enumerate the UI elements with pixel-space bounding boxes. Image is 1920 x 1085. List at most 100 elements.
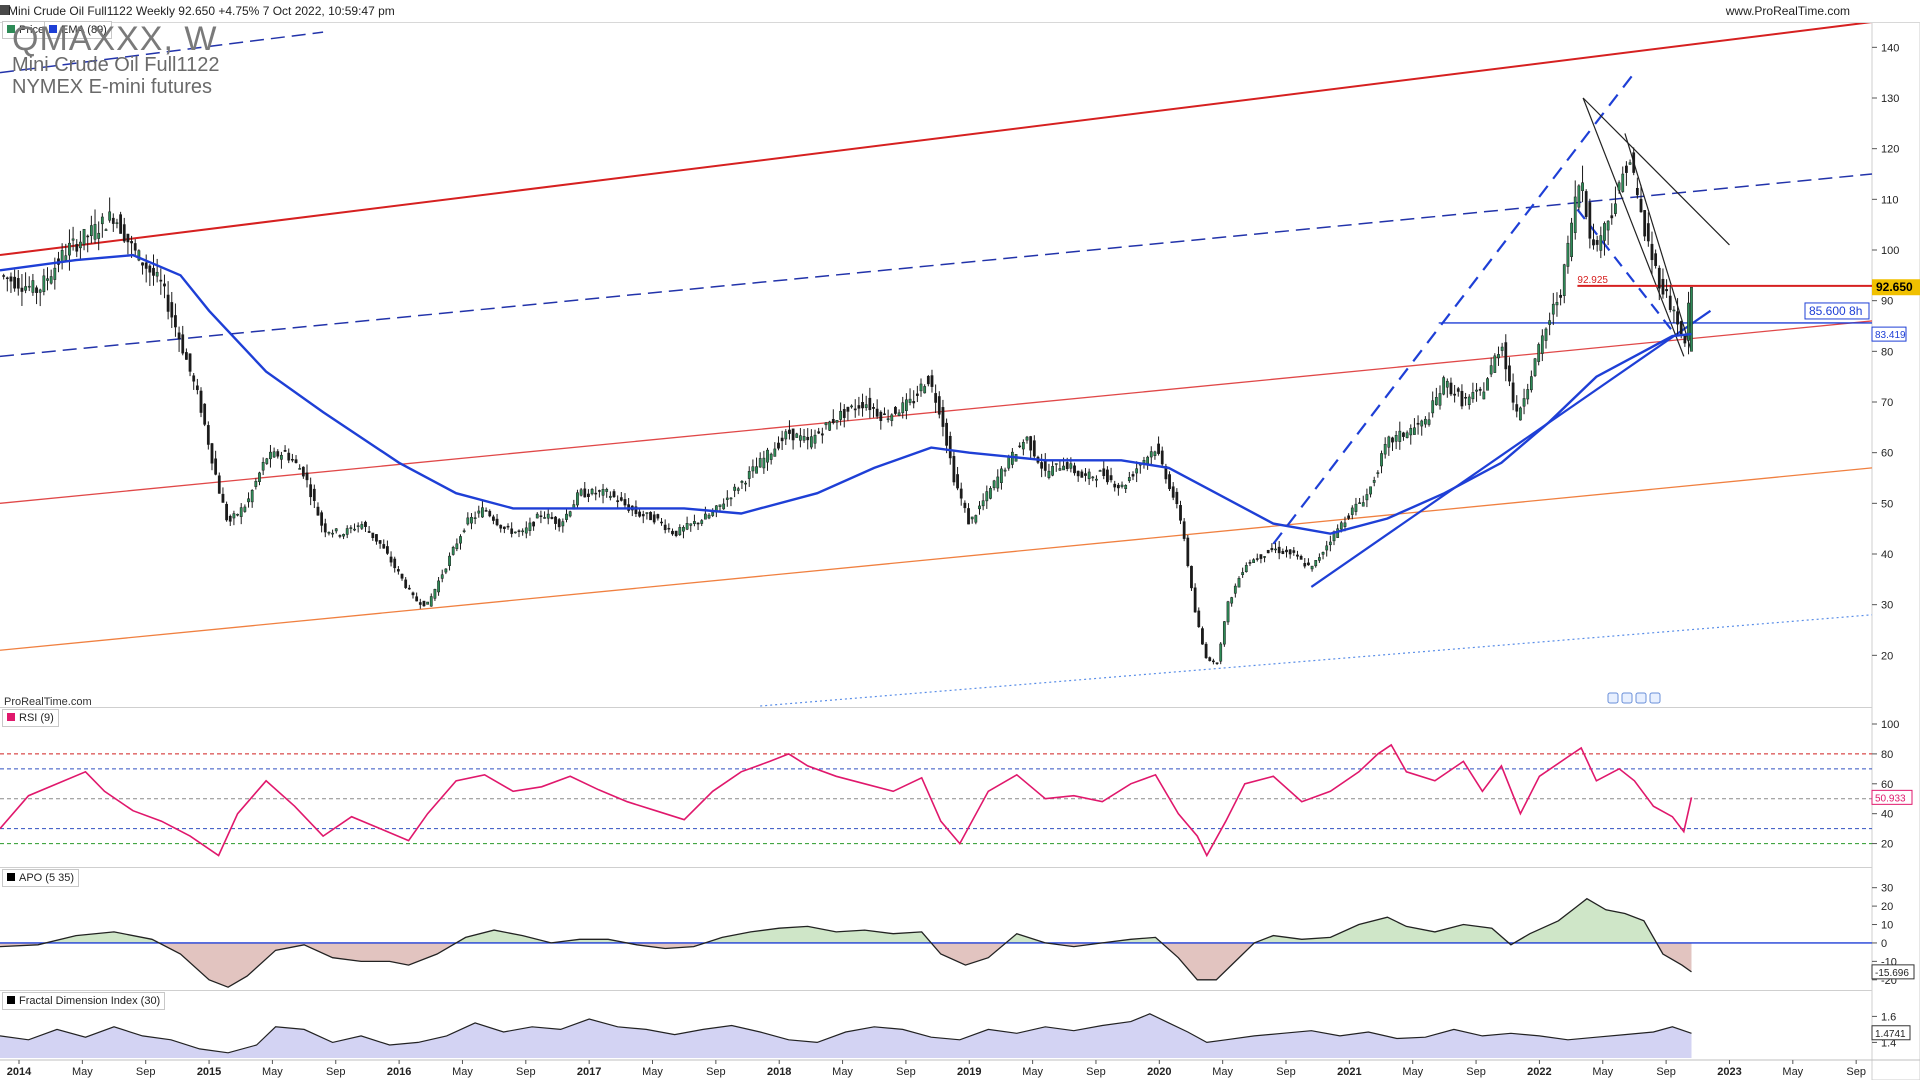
candle-bull[interactable] (897, 409, 901, 417)
candle-bull[interactable] (1318, 553, 1321, 563)
candle-bull[interactable] (232, 510, 236, 526)
candle-bear[interactable] (1131, 471, 1135, 481)
candle-bear[interactable] (963, 500, 967, 513)
candle-bull[interactable] (1482, 382, 1486, 400)
candle-bull[interactable] (1372, 476, 1376, 487)
candle-bull[interactable] (31, 273, 35, 296)
candle-bull[interactable] (1577, 184, 1581, 211)
candle-bear[interactable] (630, 505, 634, 517)
candle-bull[interactable] (608, 491, 612, 501)
candle-bull[interactable] (261, 457, 265, 476)
candle-bull[interactable] (1244, 562, 1248, 573)
candle-bear[interactable] (788, 420, 791, 440)
candle-bear[interactable] (1478, 386, 1482, 396)
candle-bear[interactable] (287, 448, 291, 464)
candle-bull[interactable] (1153, 450, 1157, 460)
candle-bull[interactable] (444, 568, 448, 575)
candle-bear[interactable] (1643, 210, 1647, 241)
candle-bull[interactable] (685, 516, 689, 531)
candle-bear[interactable] (780, 430, 784, 450)
candle-bull[interactable] (707, 513, 711, 520)
candle-bull[interactable] (923, 384, 927, 394)
legend-rsi[interactable]: RSI (9) (2, 709, 59, 727)
candle-bear[interactable] (879, 410, 883, 430)
candle-bull[interactable] (327, 531, 331, 536)
candle-bear[interactable] (1201, 626, 1204, 645)
candle-bull[interactable] (528, 517, 532, 536)
candle-bear[interactable] (1266, 549, 1270, 554)
candle-bear[interactable] (660, 518, 663, 526)
candle-bear[interactable] (1160, 446, 1164, 468)
candle-bear[interactable] (192, 372, 196, 390)
candle-bull[interactable] (1522, 388, 1526, 415)
candle-bull[interactable] (974, 514, 978, 525)
candle-bull[interactable] (1614, 186, 1617, 217)
candle-bear[interactable] (1595, 235, 1599, 252)
candle-bear[interactable] (181, 325, 185, 356)
candle-bull[interactable] (1380, 450, 1383, 474)
candle-bull[interactable] (1233, 583, 1237, 598)
candle-bear[interactable] (857, 396, 861, 416)
candle-bear[interactable] (674, 530, 678, 538)
candle-bear[interactable] (1296, 550, 1299, 560)
candle-bull[interactable] (100, 213, 104, 238)
candle-bear[interactable] (517, 529, 521, 538)
candle-bull[interactable] (247, 492, 250, 508)
candle-bear[interactable] (1288, 549, 1292, 559)
candle-bear[interactable] (1416, 415, 1420, 435)
candle-bear[interactable] (13, 269, 17, 292)
candle-bull[interactable] (429, 593, 433, 607)
candle-bear[interactable] (382, 539, 386, 549)
candle-bear[interactable] (1639, 184, 1643, 213)
candle-bull[interactable] (919, 378, 923, 397)
candle-bear[interactable] (941, 399, 945, 437)
trendline-channel-top[interactable] (0, 21, 1873, 257)
candle-bear[interactable] (1043, 453, 1047, 477)
candle-bull[interactable] (747, 466, 751, 487)
candle-bull[interactable] (1471, 382, 1475, 403)
candle-bear[interactable] (1259, 554, 1263, 564)
candle-bull[interactable] (1135, 461, 1139, 483)
candle-bear[interactable] (163, 274, 166, 299)
candle-bear[interactable] (1076, 470, 1080, 482)
candle-bear[interactable] (1504, 334, 1508, 382)
candle-bull[interactable] (1230, 596, 1234, 607)
candle-bear[interactable] (1040, 453, 1044, 478)
candle-bull[interactable] (1358, 497, 1361, 504)
candle-bull[interactable] (645, 512, 649, 520)
candle-bull[interactable] (1500, 342, 1504, 357)
candle-bull[interactable] (601, 483, 605, 504)
candle-bull[interactable] (250, 489, 254, 508)
candle-bear[interactable] (671, 528, 674, 536)
candle-bull[interactable] (989, 486, 992, 500)
candle-bull[interactable] (1431, 391, 1435, 418)
candle-bull[interactable] (1442, 375, 1446, 396)
candle-bear[interactable] (389, 551, 393, 567)
candle-bear[interactable] (627, 497, 631, 513)
candle-bear[interactable] (1511, 373, 1515, 411)
candle-bear[interactable] (616, 495, 620, 508)
candle-bull[interactable] (1350, 505, 1354, 520)
pane-tool-icon[interactable] (1607, 692, 1619, 704)
candle-bull[interactable] (1025, 435, 1029, 444)
candle-bear[interactable] (1029, 435, 1033, 459)
candle-bull[interactable] (1486, 377, 1489, 391)
candle-bear[interactable] (418, 598, 422, 609)
candle-bear[interactable] (1307, 558, 1310, 566)
candle-bull[interactable] (992, 479, 996, 491)
candle-bear[interactable] (1281, 548, 1285, 555)
candle-bull[interactable] (349, 525, 353, 534)
candle-bull[interactable] (718, 504, 722, 512)
trendline-resistance-downtrend[interactable] (1582, 97, 1730, 246)
candle-bear[interactable] (312, 484, 316, 509)
candle-bull[interactable] (236, 513, 239, 517)
candle-bull[interactable] (68, 229, 71, 271)
candle-bull[interactable] (334, 528, 338, 534)
candle-bull[interactable] (561, 518, 565, 533)
candle-bear[interactable] (1559, 289, 1562, 306)
pane-tool-icon[interactable] (1621, 692, 1633, 704)
y-axis-panel[interactable] (1871, 21, 1920, 1081)
candle-bear[interactable] (422, 600, 426, 607)
trendline-fall-line[interactable] (1582, 97, 1685, 357)
candle-bear[interactable] (532, 521, 535, 531)
